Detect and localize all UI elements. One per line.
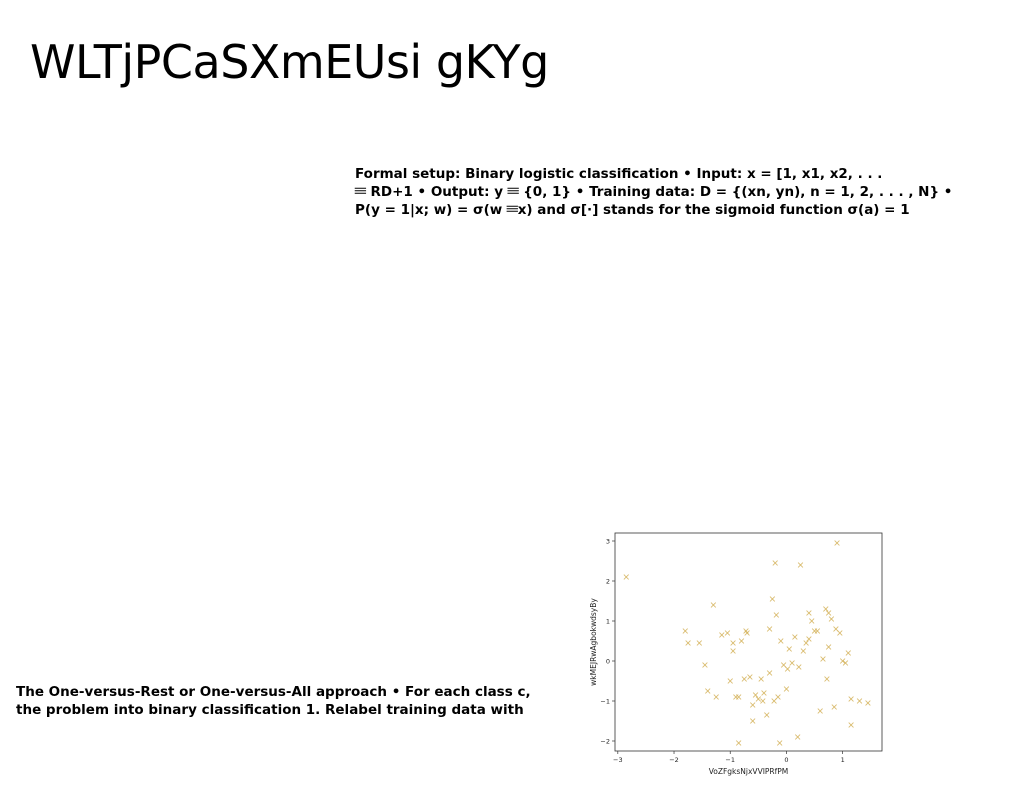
scatter-point <box>809 618 815 624</box>
scatter-chart: −3 −2 −1 0 1 −2 −1 0 1 2 3 VoZFgksNjxVVIPRfPM wkME… <box>589 532 883 776</box>
y-tick-label: 1 <box>606 617 610 625</box>
scatter-point <box>724 630 731 636</box>
scatter-point <box>823 606 829 612</box>
scatter-point <box>702 662 708 668</box>
scatter-point <box>735 694 742 700</box>
scatter-point <box>755 696 762 702</box>
scatter-point <box>744 630 750 636</box>
x-tick-label: −1 <box>725 756 735 764</box>
scatter-point <box>794 734 801 740</box>
scatter-point <box>814 628 821 634</box>
scatter-point <box>845 650 851 656</box>
scatter-point <box>856 698 863 704</box>
scatter-point <box>685 640 691 646</box>
scatter-point <box>848 722 854 728</box>
scatter-point <box>758 676 764 682</box>
scatter-point <box>730 648 736 654</box>
scatter-point <box>820 656 826 662</box>
scatter-point <box>865 700 871 706</box>
ovr-line-2: the problem into binary classification 1… <box>16 702 524 718</box>
scatter-point <box>828 616 835 622</box>
scatter-point <box>817 708 823 714</box>
scatter-point <box>752 692 759 698</box>
y-tick-label: −2 <box>600 737 610 745</box>
y-tick-label: 0 <box>606 657 610 665</box>
scatter-point <box>761 690 767 696</box>
scatter-point <box>719 632 725 638</box>
scatter-point <box>803 640 809 646</box>
scatter-point <box>784 666 791 672</box>
x-tick-label: 0 <box>784 756 788 764</box>
slide-title: WLTjPCaSXmEUsi gKYg <box>30 35 549 89</box>
ovr-line-1: The One-versus-Rest or One-versus-All ap… <box>16 684 531 700</box>
scatter-point <box>776 740 783 746</box>
scatter-point <box>730 640 736 646</box>
scatter-point <box>806 610 812 616</box>
x-axis-label: VoZFgksNjxVVIPRfPM <box>709 767 789 776</box>
scatter-point <box>775 694 781 700</box>
scatter-point <box>786 646 792 652</box>
scatter-point <box>747 674 753 680</box>
scatter-point <box>769 596 776 602</box>
scatter-point <box>792 634 798 640</box>
scatter-point <box>778 638 784 644</box>
setup-line-3: P(y = 1|x; w) = σ(w 𝄘x) and σ[·] stands … <box>355 202 910 218</box>
y-tick-label: 3 <box>606 537 610 545</box>
scatter-point <box>735 740 742 746</box>
scatter-point <box>825 610 832 616</box>
scatter-point <box>831 704 837 710</box>
scatter-point <box>623 574 629 580</box>
y-tick-label: −1 <box>600 697 610 705</box>
formal-setup-text: Formal setup: Binary logistic classifica… <box>355 165 953 219</box>
x-tick-label: −2 <box>669 756 679 764</box>
scatter-point <box>766 670 773 676</box>
scatter-point <box>825 644 832 650</box>
setup-line-1: Formal setup: Binary logistic classifica… <box>355 166 883 182</box>
x-tick-label: −3 <box>613 756 623 764</box>
one-vs-rest-text: The One-versus-Rest or One-versus-All ap… <box>16 683 576 719</box>
scatter-point <box>738 638 745 644</box>
scatter-point <box>806 636 812 642</box>
setup-line-2: 𝄘 RD+1 • Output: y 𝄘 {0, 1} • Training d… <box>355 184 953 200</box>
scatter-point <box>749 702 756 708</box>
scatter-point <box>764 712 770 718</box>
scatter-point <box>842 660 849 666</box>
scatter-point <box>783 686 790 692</box>
x-tick-label: 1 <box>841 756 845 764</box>
y-tick-label: 2 <box>606 577 610 585</box>
y-axis-label: wkMEJRwAgbokwdsyBy <box>589 598 598 686</box>
scatter-point <box>834 540 840 546</box>
scatter-point <box>800 648 807 654</box>
scatter-point <box>749 718 756 724</box>
scatter-point <box>824 676 830 682</box>
scatter-point <box>772 560 778 566</box>
scatter-point <box>727 678 733 684</box>
scatter-point <box>741 676 748 682</box>
scatter-point <box>710 602 717 608</box>
scatter-point <box>839 658 846 664</box>
scatter-point <box>797 562 804 568</box>
scatter-point <box>766 626 773 632</box>
scatter-point <box>848 696 854 702</box>
scatter-point <box>796 664 802 670</box>
scatter-point <box>773 612 780 618</box>
plot-frame <box>614 532 883 752</box>
scatter-point <box>682 628 688 634</box>
scatter-point <box>713 694 719 700</box>
scatter-point <box>833 626 839 632</box>
scatter-point <box>705 688 711 694</box>
scatter-point <box>696 640 703 646</box>
scatter-point <box>789 660 795 666</box>
scatter-point <box>760 698 766 704</box>
